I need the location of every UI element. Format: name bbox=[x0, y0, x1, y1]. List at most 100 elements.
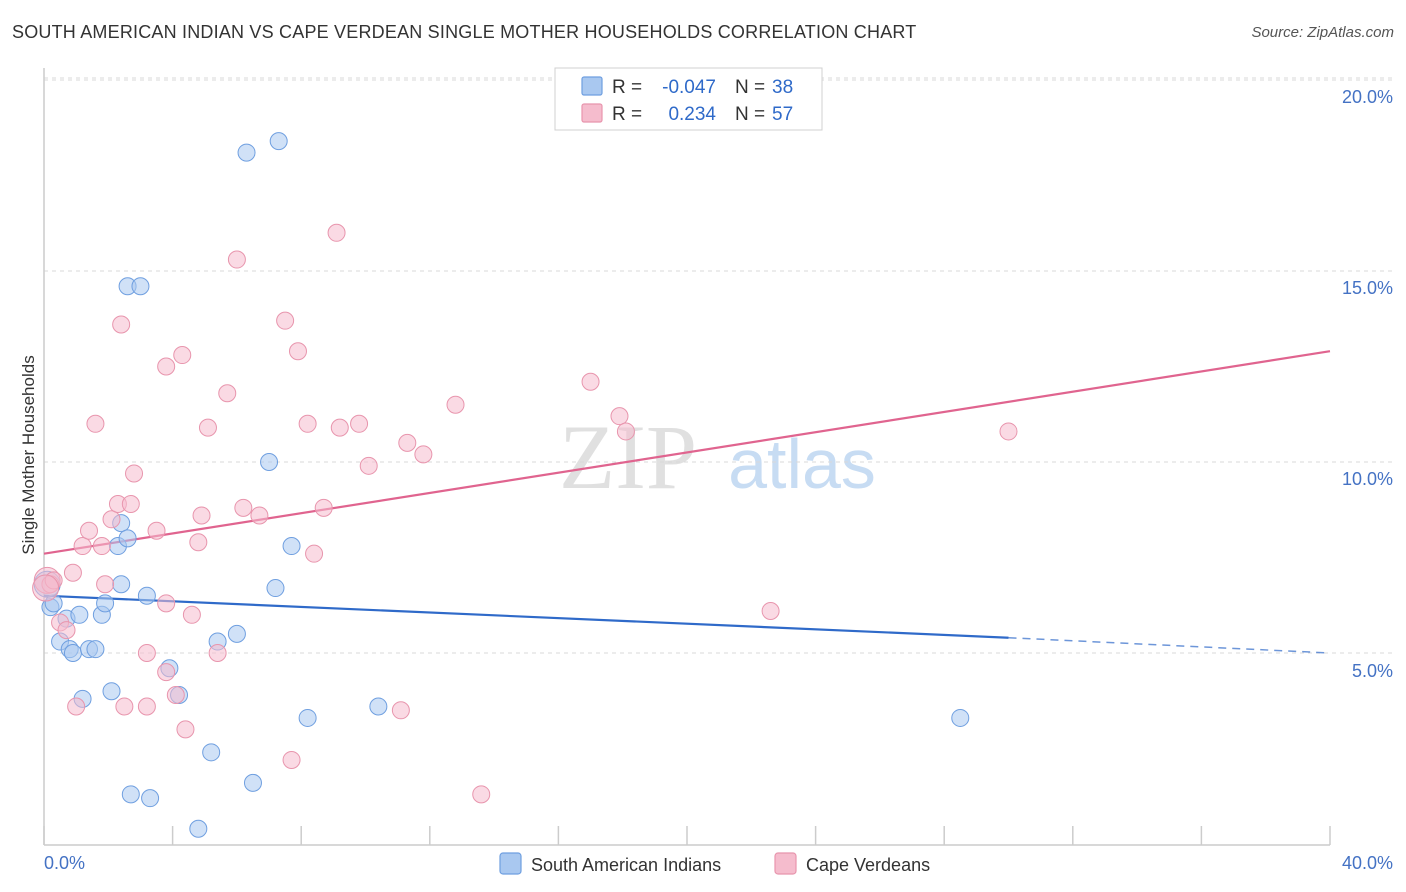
bottom-legend-label-pink: Cape Verdeans bbox=[806, 855, 930, 875]
point-pink-10 bbox=[92, 537, 111, 556]
point-pink-35 bbox=[250, 506, 269, 525]
point-blue-32 bbox=[269, 132, 288, 151]
point-blue-16 bbox=[118, 529, 137, 548]
point-pink-23 bbox=[157, 663, 176, 682]
point-pink-31 bbox=[208, 644, 227, 662]
legend-n-label-2: N = bbox=[735, 104, 765, 125]
point-blue-36 bbox=[951, 708, 970, 727]
data-points bbox=[32, 132, 1018, 838]
legend-swatch-blue bbox=[581, 76, 603, 96]
point-pink-14 bbox=[112, 315, 131, 334]
point-blue-34 bbox=[298, 708, 317, 727]
point-pink-32 bbox=[218, 384, 237, 403]
point-pink-19 bbox=[137, 644, 156, 662]
point-blue-6 bbox=[70, 605, 89, 624]
point-pink-51 bbox=[581, 372, 600, 391]
trend-line-pink bbox=[43, 350, 1331, 555]
trend-line-blue bbox=[43, 594, 1009, 639]
point-pink-25 bbox=[173, 346, 192, 365]
point-blue-20 bbox=[137, 586, 156, 605]
point-pink-5 bbox=[63, 563, 82, 582]
point-pink-17 bbox=[125, 464, 144, 483]
legend-r-label-1: R = bbox=[612, 77, 642, 98]
point-pink-9 bbox=[86, 414, 105, 433]
legend-swatch-pink bbox=[581, 103, 603, 123]
legend-n-value-1: 38 bbox=[772, 77, 793, 98]
point-blue-35 bbox=[369, 697, 388, 716]
point-blue-9 bbox=[86, 640, 105, 659]
bottom-legend-swatch-blue bbox=[499, 852, 522, 875]
y-tick-15: 15.0% bbox=[1342, 278, 1393, 298]
point-pink-4 bbox=[57, 621, 76, 640]
grid bbox=[44, 77, 1393, 654]
bottom-legend-swatch-pink bbox=[774, 852, 797, 875]
point-blue-29 bbox=[243, 773, 262, 792]
legend-r-value-1: -0.047 bbox=[662, 77, 716, 98]
point-blue-24 bbox=[189, 819, 208, 838]
source-credit: Source: ZipAtlas.com bbox=[1251, 24, 1394, 41]
point-pink-44 bbox=[350, 414, 369, 433]
y-tick-10: 10.0% bbox=[1342, 469, 1393, 489]
point-pink-21 bbox=[157, 357, 176, 376]
point-pink-53 bbox=[616, 422, 635, 441]
y-axis-label: Single Mother Households bbox=[19, 355, 38, 554]
point-pink-52 bbox=[610, 407, 629, 426]
watermark-atlas: atlas bbox=[728, 425, 876, 503]
axes bbox=[43, 68, 1331, 846]
legend-n-value-2: 57 bbox=[772, 104, 793, 125]
point-blue-27 bbox=[227, 624, 246, 643]
point-blue-28 bbox=[237, 143, 256, 162]
point-blue-5 bbox=[63, 644, 82, 662]
point-pink-11 bbox=[96, 575, 115, 594]
point-blue-15 bbox=[112, 575, 131, 594]
point-pink-38 bbox=[288, 342, 307, 361]
x-tick-min: 0.0% bbox=[44, 853, 85, 873]
point-blue-30 bbox=[260, 453, 279, 471]
point-pink-41 bbox=[314, 498, 333, 517]
point-pink-28 bbox=[189, 533, 208, 552]
point-blue-31 bbox=[266, 579, 285, 598]
y-tick-20: 20.0% bbox=[1342, 87, 1393, 107]
chart-title: SOUTH AMERICAN INDIAN VS CAPE VERDEAN SI… bbox=[12, 22, 917, 42]
point-pink-6 bbox=[67, 697, 86, 716]
point-pink-37 bbox=[282, 750, 301, 769]
point-pink-30 bbox=[198, 418, 217, 437]
point-pink-8 bbox=[80, 521, 99, 540]
legend-r-label-2: R = bbox=[612, 104, 642, 125]
point-pink-20 bbox=[147, 521, 166, 540]
point-pink-15 bbox=[115, 697, 134, 716]
point-pink-22 bbox=[157, 594, 176, 613]
legend-n-label-1: N = bbox=[735, 77, 765, 98]
point-pink-45 bbox=[359, 456, 378, 475]
y-tick-5: 5.0% bbox=[1352, 661, 1393, 681]
point-pink-34 bbox=[234, 498, 253, 517]
point-blue-18 bbox=[131, 277, 150, 296]
point-pink-39 bbox=[298, 414, 317, 433]
point-pink-43 bbox=[330, 418, 349, 437]
point-pink-36 bbox=[276, 311, 295, 330]
point-pink-40 bbox=[305, 544, 324, 563]
point-pink-56 bbox=[32, 574, 60, 602]
point-blue-11 bbox=[96, 594, 115, 613]
point-pink-7 bbox=[73, 537, 92, 556]
point-blue-25 bbox=[202, 743, 221, 762]
watermark-zip: ZIP bbox=[559, 406, 697, 508]
point-pink-26 bbox=[176, 720, 195, 739]
point-pink-55 bbox=[999, 422, 1018, 441]
point-pink-12 bbox=[102, 510, 121, 529]
point-pink-27 bbox=[182, 605, 201, 624]
x-tick-max: 40.0% bbox=[1342, 853, 1393, 873]
point-pink-46 bbox=[391, 701, 410, 720]
point-pink-33 bbox=[227, 250, 246, 269]
point-pink-42 bbox=[327, 223, 346, 242]
point-pink-47 bbox=[398, 433, 417, 452]
correlation-legend: R = -0.047 N = 38 R = 0.234 N = 57 bbox=[554, 67, 823, 131]
point-pink-24 bbox=[166, 686, 185, 705]
series-legend: South American Indians Cape Verdeans bbox=[499, 852, 930, 875]
point-pink-54 bbox=[761, 601, 780, 620]
point-blue-19 bbox=[121, 785, 140, 804]
bottom-legend-label-blue: South American Indians bbox=[531, 855, 721, 875]
point-pink-18 bbox=[137, 697, 156, 716]
point-pink-29 bbox=[192, 506, 211, 525]
